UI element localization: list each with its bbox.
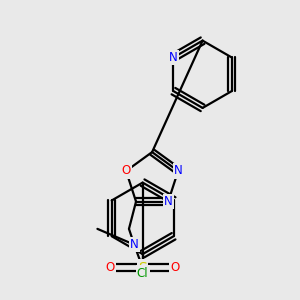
Text: Cl: Cl	[137, 266, 148, 280]
Text: N: N	[174, 164, 182, 178]
Text: S: S	[138, 261, 147, 275]
Text: N: N	[130, 238, 139, 251]
Text: O: O	[171, 261, 180, 274]
Text: O: O	[105, 261, 115, 274]
Text: N: N	[164, 195, 172, 208]
Text: N: N	[169, 51, 178, 64]
Text: O: O	[122, 164, 131, 178]
